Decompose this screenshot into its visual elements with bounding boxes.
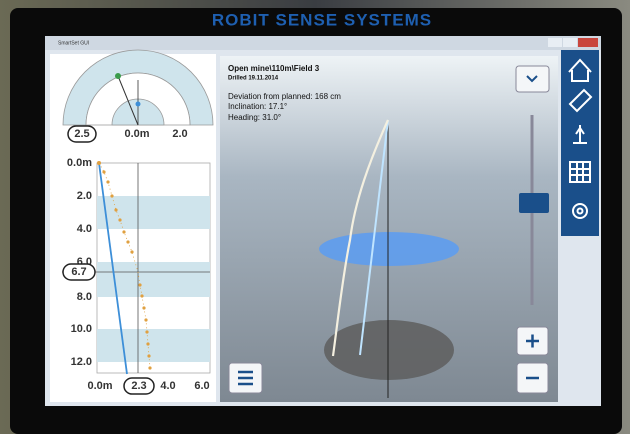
site-path: Open mine\110m\Field 3 <box>228 64 320 73</box>
depth-badge <box>62 263 96 281</box>
gauge-needle <box>117 75 139 126</box>
gauge-value-badge <box>67 125 97 143</box>
planned-hole <box>359 119 389 356</box>
grid-icon[interactable] <box>569 161 591 183</box>
minimize-button[interactable] <box>548 38 562 47</box>
inclination: Inclination: 17.1° <box>228 102 287 111</box>
y-label: 4.0 <box>77 223 92 235</box>
measured-points <box>102 170 152 370</box>
home-icon[interactable] <box>568 58 592 82</box>
gauge-value: 2.5 <box>74 128 89 140</box>
plus-icon <box>526 334 539 348</box>
chevron-icon <box>526 75 538 83</box>
gauge-center-label: 0.0m <box>124 128 149 140</box>
y-label: 2.0 <box>77 190 92 202</box>
y-label: 12.0 <box>71 356 92 368</box>
depth-plot: 0.0m 2.0 4.0 6.0 8.0 10.0 12.0 6.7 0.0m … <box>62 157 211 395</box>
y-label: 0.0m <box>67 157 92 169</box>
ruler-icon[interactable] <box>568 88 593 113</box>
x-label: 4.0 <box>160 380 175 392</box>
window-title: SmartSet GUI <box>58 40 89 46</box>
x-label: 0.0m <box>87 380 112 392</box>
brand-title: ROBIT SENSE SYSTEMS <box>212 10 432 29</box>
target-plane <box>319 232 459 266</box>
title-bar <box>45 36 601 50</box>
depth-value: 6.7 <box>71 266 86 278</box>
drill-icon[interactable] <box>573 125 587 144</box>
drilled-hole <box>331 119 390 357</box>
settings-icon[interactable] <box>572 203 588 219</box>
x-value: 2.3 <box>131 380 146 392</box>
deviation: Deviation from planned: 168 cm <box>228 92 341 101</box>
maximize-button[interactable] <box>563 38 577 47</box>
y-label: 10.0 <box>71 323 92 335</box>
gauge: 2.5 0.0m 2.0 <box>62 49 214 143</box>
planned-path <box>98 162 128 375</box>
gauge-marker <box>135 101 141 107</box>
close-button[interactable] <box>578 38 598 47</box>
dropdown-button[interactable] <box>515 65 550 93</box>
heading: Heading: 31.0° <box>228 113 281 122</box>
band <box>97 329 210 362</box>
menu-icon <box>238 370 253 386</box>
x-label: 6.0 <box>194 380 209 392</box>
ground-plane <box>324 320 454 380</box>
settings-icon-core <box>576 207 584 215</box>
y-label: 8.0 <box>77 291 92 303</box>
band <box>97 196 210 229</box>
drill-date: Drilled 19.11.2014 <box>228 76 279 82</box>
gauge-right-label: 2.0 <box>172 128 187 140</box>
start-point <box>97 161 101 165</box>
x-badge <box>123 377 155 395</box>
zoom-slider-thumb[interactable] <box>519 193 549 213</box>
gauge-point <box>115 73 121 79</box>
